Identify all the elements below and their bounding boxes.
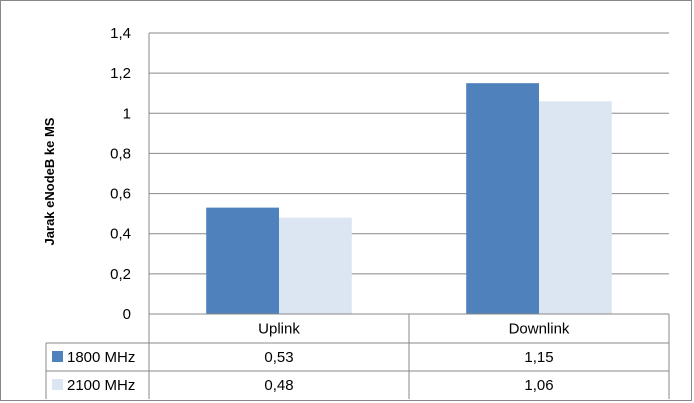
legend-key-2100mhz bbox=[52, 379, 63, 390]
y-axis-title: Jarak eNodeB ke MS bbox=[42, 117, 57, 245]
y-tick-label-7: 1,4 bbox=[110, 25, 131, 42]
legend-key-1800mhz bbox=[52, 351, 63, 362]
data-label-uplink-2100mhz: 0,48 bbox=[264, 377, 293, 394]
y-tick-label-1: 0,2 bbox=[110, 266, 131, 283]
data-label-uplink-1800mhz: 0,53 bbox=[264, 349, 293, 366]
legend-label-2100mhz: 2100 MHz bbox=[67, 377, 135, 394]
bar-downlink-1800mhz bbox=[466, 83, 539, 314]
y-tick-label-4: 0,8 bbox=[110, 145, 131, 162]
data-label-downlink-2100mhz: 1,06 bbox=[524, 377, 553, 394]
y-tick-label-6: 1,2 bbox=[110, 65, 131, 82]
y-tick-label-2: 0,4 bbox=[110, 226, 131, 243]
data-label-downlink-1800mhz: 1,15 bbox=[524, 349, 553, 366]
bar-uplink-1800mhz bbox=[206, 207, 279, 314]
category-label-downlink: Downlink bbox=[509, 321, 570, 338]
y-tick-label-3: 0,6 bbox=[110, 186, 131, 203]
category-label-uplink: Uplink bbox=[258, 321, 300, 338]
bar-uplink-2100mhz bbox=[279, 217, 352, 314]
legend-label-1800mhz: 1800 MHz bbox=[67, 349, 135, 366]
bar-downlink-2100mhz bbox=[539, 101, 612, 314]
y-tick-label-0: 0 bbox=[123, 306, 131, 323]
y-tick-label-5: 1 bbox=[123, 105, 131, 122]
